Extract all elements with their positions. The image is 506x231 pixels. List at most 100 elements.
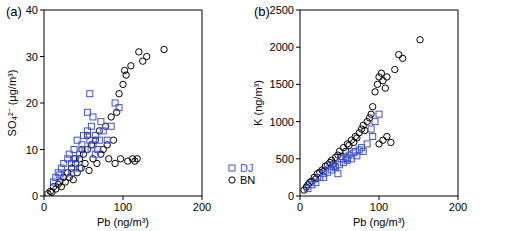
y-tick	[40, 196, 44, 197]
panel-title: (a)	[6, 4, 22, 19]
point	[144, 53, 150, 59]
point	[96, 128, 102, 134]
y-tick	[296, 121, 300, 122]
x-tick-label: 100	[114, 201, 132, 213]
point	[305, 186, 311, 192]
plot-frame	[300, 10, 458, 196]
point	[337, 162, 343, 168]
point	[116, 105, 122, 111]
point	[57, 172, 63, 178]
y-tick	[40, 149, 44, 150]
y-tick-label: 2000	[270, 41, 294, 53]
y-tick	[296, 10, 300, 11]
point	[372, 119, 378, 125]
x-tick	[123, 196, 124, 200]
y-tick-label: 40	[26, 4, 38, 16]
y-tick	[40, 56, 44, 57]
legend-marker	[229, 165, 235, 171]
x-tick-label: 0	[297, 201, 303, 213]
point	[90, 114, 96, 120]
x-tick-label: 100	[370, 201, 388, 213]
point	[351, 139, 357, 145]
point	[352, 148, 358, 154]
point	[120, 81, 126, 87]
point	[382, 85, 388, 91]
point	[370, 133, 376, 139]
y-tick-label: 10	[26, 144, 38, 156]
point	[100, 128, 106, 134]
point	[392, 66, 398, 72]
plot-frame	[44, 10, 202, 196]
point	[354, 153, 360, 159]
point	[116, 91, 122, 97]
y-tick	[296, 84, 300, 85]
y-tick-label: 20	[26, 97, 38, 109]
point	[104, 142, 110, 148]
y-tick-label: 2500	[270, 4, 294, 16]
point	[134, 156, 140, 162]
plot-area	[301, 37, 424, 194]
point	[368, 126, 374, 132]
point	[352, 133, 358, 139]
point	[108, 123, 114, 129]
point	[360, 148, 366, 154]
point	[123, 72, 129, 78]
point	[384, 74, 390, 80]
point	[69, 170, 75, 176]
y-tick-label: 0	[32, 190, 38, 202]
plot-area	[45, 46, 168, 196]
point	[112, 160, 118, 166]
point	[106, 156, 112, 162]
point	[86, 167, 92, 173]
x-axis-label: Pb (ng/m³)	[353, 216, 405, 228]
x-tick-label: 200	[193, 201, 211, 213]
y-tick-label: 500	[276, 153, 294, 165]
point	[369, 104, 375, 110]
point	[321, 174, 327, 180]
y-tick-label: 30	[26, 51, 38, 63]
y-tick-label: 1000	[270, 116, 294, 128]
point	[344, 156, 350, 162]
panel-title: (b)	[254, 4, 270, 19]
point	[344, 141, 350, 147]
point	[321, 171, 327, 177]
point	[309, 182, 315, 188]
point	[136, 49, 142, 55]
point	[335, 171, 341, 177]
legend-label: DJ	[240, 162, 253, 174]
x-tick-label: 0	[41, 201, 47, 213]
y-tick	[40, 10, 44, 11]
point	[113, 109, 119, 115]
legend-label: BN	[240, 174, 255, 186]
point	[380, 137, 386, 143]
point	[128, 63, 134, 69]
point	[364, 141, 370, 147]
point	[117, 156, 123, 162]
point	[384, 133, 390, 139]
y-tick	[296, 47, 300, 48]
y-axis-label: K (ng/m³)	[252, 80, 264, 126]
point	[96, 137, 102, 143]
point	[87, 91, 93, 97]
x-tick	[379, 196, 380, 200]
x-tick	[458, 196, 459, 200]
y-axis-label: SO₄²⁻ (μg/m³)	[6, 70, 18, 137]
point	[380, 77, 386, 83]
point	[92, 151, 98, 157]
point	[368, 111, 374, 117]
y-tick	[40, 103, 44, 104]
point	[388, 139, 394, 145]
point	[372, 89, 378, 95]
y-tick	[296, 158, 300, 159]
point	[98, 119, 104, 125]
point	[400, 55, 406, 61]
x-tick-label: 200	[449, 201, 467, 213]
legend-marker	[229, 177, 235, 183]
x-axis-label: Pb (ng/m³)	[97, 216, 149, 228]
point	[88, 123, 94, 129]
point	[376, 141, 382, 147]
point	[110, 137, 116, 143]
point	[94, 160, 100, 166]
point	[84, 132, 90, 138]
point	[362, 127, 368, 133]
